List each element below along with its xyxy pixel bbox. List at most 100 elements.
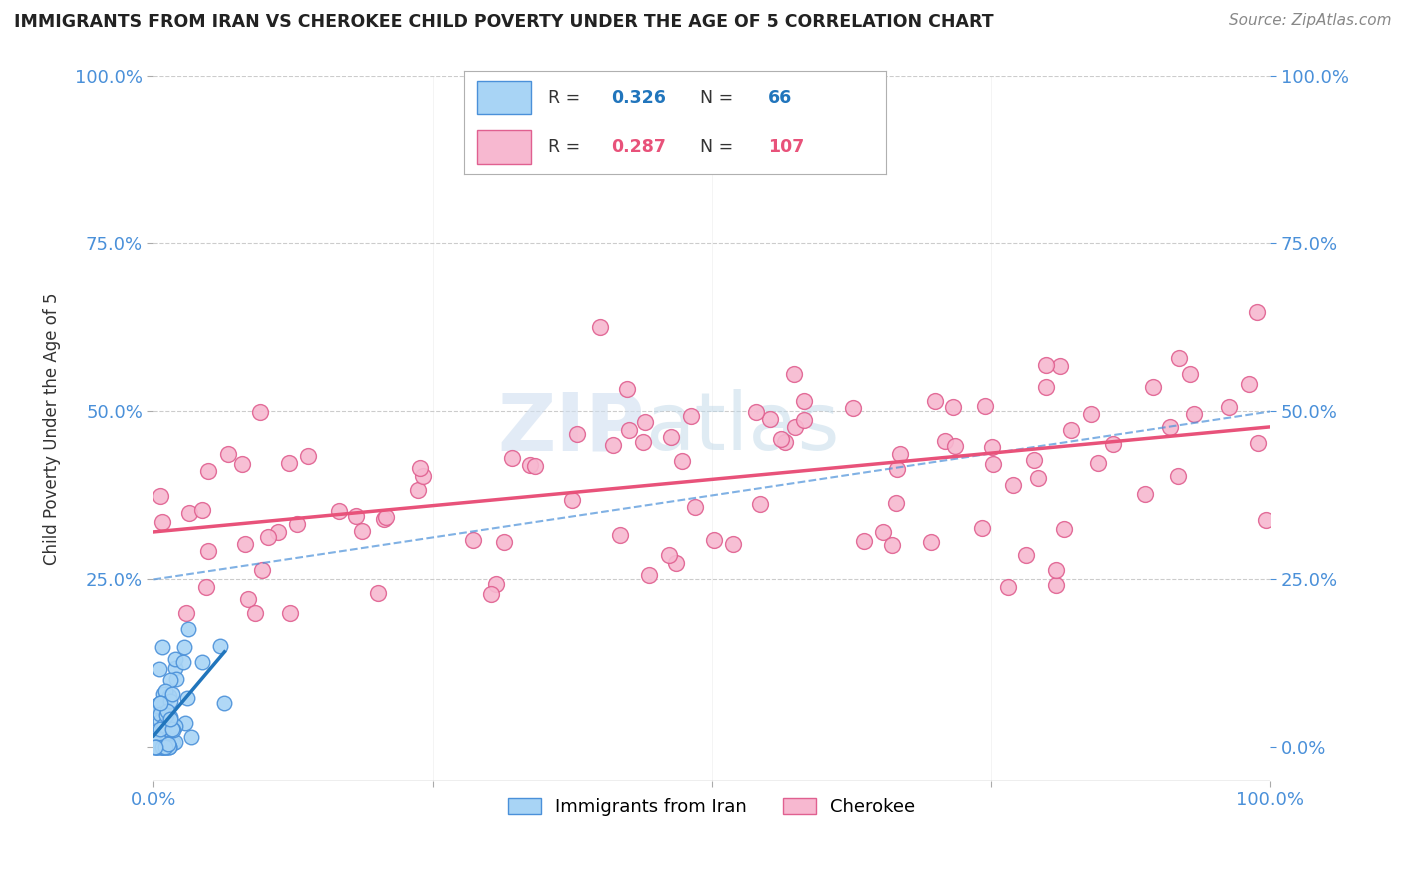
Point — [159, 673, 181, 687]
Point — [1015, 549, 1038, 563]
Point — [190, 502, 212, 516]
Point — [278, 456, 301, 470]
Point — [143, 740, 166, 755]
Point — [174, 715, 197, 730]
Point — [1166, 468, 1188, 483]
Point — [157, 740, 180, 755]
Point — [352, 524, 374, 539]
Point — [406, 483, 429, 497]
Point — [165, 672, 187, 686]
Point — [149, 696, 172, 710]
Point — [703, 533, 725, 547]
Point — [149, 706, 172, 721]
Point — [148, 705, 170, 719]
Point — [148, 722, 170, 736]
Point — [793, 393, 815, 408]
Point — [1254, 513, 1277, 527]
Point — [157, 690, 180, 704]
Point — [1001, 478, 1024, 492]
Point — [231, 457, 253, 471]
Text: 0.326: 0.326 — [612, 88, 666, 106]
Point — [758, 412, 780, 426]
Point — [1035, 358, 1057, 372]
Point — [609, 528, 631, 542]
Point — [463, 533, 485, 548]
Point — [659, 430, 682, 444]
Point — [671, 453, 693, 467]
Point — [157, 737, 180, 751]
Point — [1142, 380, 1164, 394]
Point — [155, 740, 177, 755]
Point — [658, 548, 681, 562]
Text: 0.287: 0.287 — [612, 137, 666, 156]
Point — [1052, 523, 1074, 537]
Point — [267, 524, 290, 539]
Point — [149, 696, 172, 710]
Point — [217, 447, 239, 461]
Point — [145, 740, 167, 755]
Point — [721, 536, 744, 550]
Point — [173, 640, 195, 654]
Point — [1087, 456, 1109, 470]
Point — [152, 640, 174, 654]
Point — [297, 449, 319, 463]
Point — [160, 722, 183, 736]
Point — [148, 731, 170, 746]
Legend: Immigrants from Iran, Cherokee: Immigrants from Iran, Cherokee — [499, 789, 924, 825]
Point — [373, 512, 395, 526]
Point — [1247, 435, 1270, 450]
Point — [616, 382, 638, 396]
Point — [375, 509, 398, 524]
Point — [852, 533, 875, 548]
Text: 107: 107 — [768, 137, 804, 156]
Point — [920, 534, 942, 549]
Point — [162, 736, 184, 750]
Point — [152, 740, 174, 755]
Point — [1178, 367, 1201, 381]
Point — [278, 606, 301, 620]
Point — [1060, 423, 1083, 437]
Point — [367, 586, 389, 600]
Point — [880, 538, 903, 552]
Point — [163, 661, 186, 675]
Point — [1218, 400, 1240, 414]
Point — [745, 405, 768, 419]
Point — [1080, 407, 1102, 421]
Point — [250, 563, 273, 577]
Point — [153, 717, 176, 731]
Y-axis label: Child Poverty Under the Age of 5: Child Poverty Under the Age of 5 — [44, 292, 60, 565]
Point — [492, 534, 515, 549]
Point — [1045, 578, 1067, 592]
Point — [152, 740, 174, 755]
Text: N =: N = — [700, 137, 734, 156]
Point — [679, 409, 702, 424]
Point — [146, 723, 169, 738]
Point — [197, 544, 219, 558]
Point — [981, 458, 1004, 472]
Point — [886, 462, 908, 476]
Point — [152, 687, 174, 701]
Point — [1049, 359, 1071, 373]
Point — [156, 740, 179, 755]
Point — [157, 740, 180, 755]
Point — [773, 434, 796, 449]
Point — [208, 640, 231, 654]
Point — [257, 530, 280, 544]
Point — [974, 399, 997, 413]
Point — [328, 504, 350, 518]
Point — [159, 710, 181, 724]
Point — [485, 577, 508, 591]
Text: IMMIGRANTS FROM IRAN VS CHEROKEE CHILD POVERTY UNDER THE AGE OF 5 CORRELATION CH: IMMIGRANTS FROM IRAN VS CHEROKEE CHILD P… — [14, 13, 994, 31]
Point — [602, 438, 624, 452]
Point — [524, 458, 547, 473]
FancyBboxPatch shape — [477, 130, 531, 163]
Point — [565, 426, 588, 441]
Point — [770, 432, 793, 446]
Point — [146, 740, 169, 755]
Point — [214, 696, 236, 710]
Point — [683, 500, 706, 514]
Point — [174, 606, 197, 620]
Point — [245, 606, 267, 620]
Point — [195, 580, 218, 594]
Point — [159, 712, 181, 726]
